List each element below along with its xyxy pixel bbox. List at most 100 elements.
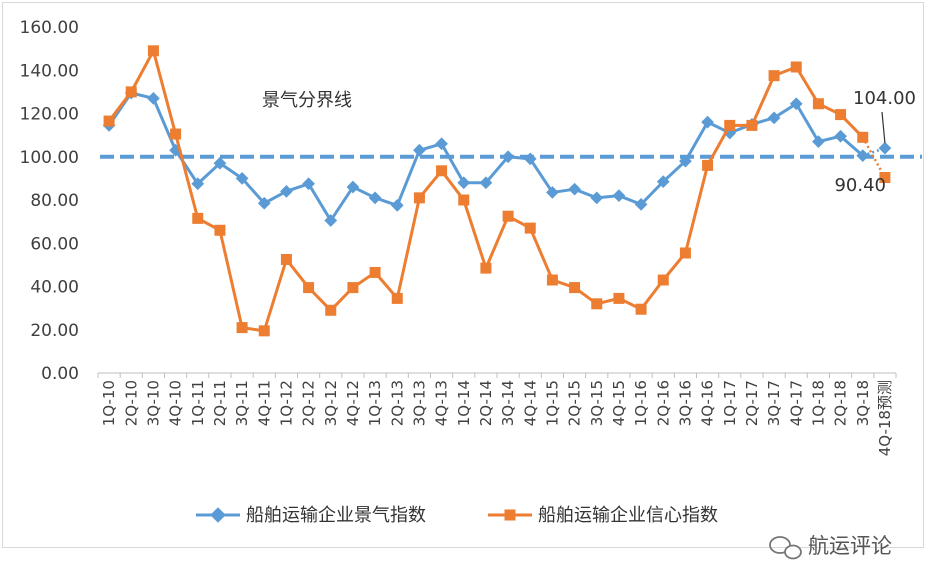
x-tick-label: 1Q-16 xyxy=(632,380,650,426)
data-point-confidence xyxy=(702,159,714,171)
x-tick-label: 1Q-15 xyxy=(543,380,561,426)
data-point-sentiment xyxy=(147,91,160,105)
data-point-confidence xyxy=(546,274,558,286)
y-tick-label: 120.00 xyxy=(20,105,79,125)
data-point-confidence xyxy=(214,224,226,236)
x-tick-label: 1Q-12 xyxy=(277,380,295,426)
y-tick-label: 60.00 xyxy=(30,234,79,254)
x-tick-label: 3Q-13 xyxy=(410,380,428,426)
data-point-confidence xyxy=(303,282,315,294)
data-point-confidence xyxy=(635,303,647,315)
x-tick-label: 2Q-16 xyxy=(654,380,672,426)
x-tick-label: 2Q-10 xyxy=(122,380,140,426)
x-tick-label: 2Q-13 xyxy=(388,380,406,426)
x-tick-label: 4Q-12 xyxy=(344,380,362,426)
data-label-confidence-forecast: 90.40 xyxy=(834,175,886,196)
x-tick-label: 3Q-17 xyxy=(765,380,783,426)
data-point-confidence xyxy=(613,292,625,304)
y-tick-label: 40.00 xyxy=(30,278,79,298)
x-tick-label: 4Q-11 xyxy=(255,380,273,426)
data-point-sentiment xyxy=(257,196,271,210)
data-point-confidence xyxy=(679,247,691,259)
watermark: 航运评论 xyxy=(769,534,892,560)
data-point-sentiment xyxy=(413,143,426,157)
data-point-confidence xyxy=(724,119,736,131)
x-tick-label: 2Q-15 xyxy=(566,380,584,426)
data-point-sentiment xyxy=(390,199,404,212)
x-tick-label: 4Q-18预测 xyxy=(876,380,894,456)
y-tick-label: 20.00 xyxy=(30,321,79,341)
y-tick-label: 100.00 xyxy=(20,148,79,168)
x-tick-label: 3Q-11 xyxy=(233,380,251,426)
x-tick-label: 3Q-16 xyxy=(676,380,694,426)
data-point-confidence xyxy=(524,222,536,234)
data-point-sentiment xyxy=(302,177,315,191)
data-point-confidence xyxy=(857,131,869,143)
data-point-confidence xyxy=(657,274,669,286)
data-point-sentiment xyxy=(501,150,515,164)
x-tick-label: 3Q-14 xyxy=(499,380,517,426)
data-label-sentiment-forecast: 104.00 xyxy=(853,88,916,109)
y-axis: 0.00 20.00 40.00 60.00 80.00 100.00 120.00 140.… xyxy=(20,18,79,384)
data-point-sentiment xyxy=(191,177,205,191)
series-group xyxy=(102,45,892,337)
data-point-confidence xyxy=(812,98,824,110)
data-point-sentiment xyxy=(324,214,338,227)
y-tick-label: 0.00 xyxy=(41,364,79,384)
threshold-label: 景气分界线 xyxy=(262,90,352,111)
x-tick-label: 3Q-18 xyxy=(854,380,872,426)
annotation-group: 104.00 90.40 xyxy=(834,88,916,196)
x-tick-label: 2Q-12 xyxy=(300,380,318,426)
series-forecast-line-sentiment xyxy=(862,146,886,157)
x-tick-label: 4Q-16 xyxy=(699,380,717,426)
data-point-confidence xyxy=(369,266,381,278)
x-tick-label: 3Q-12 xyxy=(322,380,340,426)
x-tick-label: 4Q-15 xyxy=(610,380,628,426)
data-point-confidence xyxy=(790,61,802,73)
data-point-confidence xyxy=(391,292,403,304)
x-tick-label: 4Q-10 xyxy=(167,380,185,426)
data-point-confidence xyxy=(879,172,891,184)
data-point-confidence xyxy=(170,128,182,140)
data-point-confidence xyxy=(835,109,847,121)
data-point-confidence xyxy=(591,298,603,310)
x-tick-label: 1Q-18 xyxy=(809,380,827,426)
y-tick-label: 160.00 xyxy=(20,18,79,38)
watermark-text: 航运评论 xyxy=(808,534,892,558)
data-point-confidence xyxy=(147,45,159,57)
data-point-confidence xyxy=(458,194,470,206)
data-point-confidence xyxy=(502,210,514,222)
legend: 船舶运输企业景气指数 船舶运输企业信心指数 xyxy=(196,505,718,526)
legend-marker-confidence xyxy=(504,509,516,521)
data-point-sentiment xyxy=(457,176,471,190)
data-point-confidence xyxy=(236,322,248,334)
data-point-confidence xyxy=(325,304,337,316)
legend-label-sentiment: 船舶运输企业景气指数 xyxy=(246,505,426,526)
x-tick-label: 2Q-14 xyxy=(477,380,495,426)
x-tick-label: 4Q-14 xyxy=(521,380,539,426)
data-point-sentiment xyxy=(435,137,448,151)
data-point-confidence xyxy=(480,262,492,274)
x-tick-label: 1Q-17 xyxy=(721,380,739,426)
x-tick-label: 3Q-10 xyxy=(144,380,162,426)
data-point-confidence xyxy=(413,192,425,204)
legend-label-confidence: 船舶运输企业信心指数 xyxy=(538,505,718,526)
y-tick-label: 140.00 xyxy=(20,61,79,81)
x-tick-label: 1Q-14 xyxy=(455,380,473,426)
x-tick-label: 2Q-11 xyxy=(211,380,229,426)
data-label-leader-line xyxy=(881,111,886,144)
data-point-sentiment xyxy=(280,184,293,198)
data-point-confidence xyxy=(347,282,359,294)
x-tick-label: 4Q-17 xyxy=(787,380,805,426)
data-point-sentiment xyxy=(368,191,382,205)
legend-item-confidence: 船舶运输企业信心指数 xyxy=(488,505,718,526)
y-tick-label: 80.00 xyxy=(30,191,79,211)
x-axis: 1Q-10 2Q-10 3Q-10 4Q-10 1Q-11 2Q-11 3Q-11 4Q-11… xyxy=(97,372,897,456)
data-point-confidence xyxy=(103,115,115,127)
data-point-sentiment xyxy=(479,176,493,190)
x-tick-label: 3Q-15 xyxy=(588,380,606,426)
x-tick-label: 4Q-13 xyxy=(433,380,451,426)
data-point-confidence xyxy=(569,282,581,294)
chart-frame xyxy=(2,2,924,548)
